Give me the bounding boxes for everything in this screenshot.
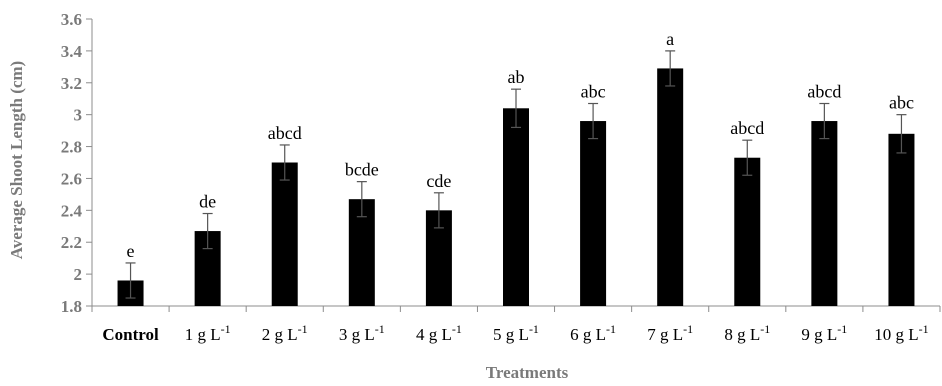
y-tick-label: 1.8: [61, 297, 82, 316]
x-tick-label: 8 g L-1: [724, 322, 770, 344]
significance-label: abc: [581, 82, 606, 102]
x-tick-label: 9 g L-1: [801, 322, 847, 344]
bar: [888, 133, 915, 306]
bars: [117, 50, 915, 307]
y-tick-label: 3.4: [61, 42, 83, 61]
x-tick-label: 5 g L-1: [493, 322, 539, 344]
bar: [657, 68, 684, 306]
x-tick-superscript: -1: [919, 322, 929, 336]
significance-label: a: [666, 29, 674, 49]
significance-label: bcde: [345, 160, 379, 180]
x-tick-superscript: -1: [529, 322, 539, 336]
bar: [503, 108, 529, 307]
significance-label: ab: [508, 67, 525, 87]
x-tick-text: 4 g L: [416, 325, 452, 344]
x-tick-text: 7 g L: [647, 325, 683, 344]
x-tick-label: 3 g L-1: [339, 322, 385, 344]
x-tick-label: 7 g L-1: [647, 322, 693, 344]
y-axis-title: Average Shoot Length (cm): [7, 61, 26, 259]
x-tick-text: 8 g L: [724, 325, 760, 344]
significance-label: de: [199, 192, 216, 212]
y-tick-label: 3: [74, 106, 83, 125]
significance-label: abcd: [268, 123, 302, 143]
x-tick-superscript: -1: [683, 322, 693, 336]
x-tick-superscript: -1: [606, 322, 616, 336]
significance-label: abcd: [730, 118, 764, 138]
bar: [580, 121, 607, 307]
x-tick-label: 4 g L-1: [416, 322, 462, 344]
significance-label: abcd: [807, 82, 841, 102]
x-tick-label: Control: [102, 325, 159, 344]
y-tick-label: 2.4: [61, 201, 83, 220]
x-tick-label: 10 g L-1: [874, 322, 928, 344]
x-tick-label: 1 g L-1: [185, 322, 231, 344]
x-tick-superscript: -1: [452, 322, 462, 336]
bar: [734, 157, 761, 306]
x-tick-text: 10 g L: [874, 325, 918, 344]
x-axis-title: Treatments: [486, 363, 569, 381]
x-tick-superscript: -1: [760, 322, 770, 336]
x-tick-label: 2 g L-1: [262, 322, 308, 344]
significance-label: abc: [889, 93, 914, 113]
significance-label: e: [127, 241, 135, 261]
y-tick-label: 2.8: [61, 138, 82, 157]
x-tick-text: 9 g L: [801, 325, 837, 344]
x-tick-superscript: -1: [375, 322, 385, 336]
bar: [271, 162, 298, 306]
bar: [811, 121, 838, 307]
x-tick-superscript: -1: [221, 322, 231, 336]
axes: 1.8 2 2.2 2.4 2.6 2.8 3 3.2 3.4 3.6: [61, 10, 941, 316]
x-tick-text: 2 g L: [262, 325, 298, 344]
significance-label: cde: [426, 171, 451, 191]
x-tick-label: 6 g L-1: [570, 322, 616, 344]
y-tick-label: 2.2: [61, 233, 82, 252]
x-tick-superscript: -1: [837, 322, 847, 336]
x-tick-text: Control: [102, 325, 159, 344]
y-tick-label: 2: [74, 265, 83, 284]
y-tick-label: 2.6: [61, 169, 82, 188]
x-tick-superscript: -1: [298, 322, 308, 336]
y-tick-label: 3.2: [61, 74, 82, 93]
x-tick-text: 6 g L: [570, 325, 606, 344]
x-tick-text: 3 g L: [339, 325, 375, 344]
x-tick-text: 5 g L: [493, 325, 529, 344]
x-tick-text: 1 g L: [185, 325, 221, 344]
y-tick-label: 3.6: [61, 10, 82, 29]
